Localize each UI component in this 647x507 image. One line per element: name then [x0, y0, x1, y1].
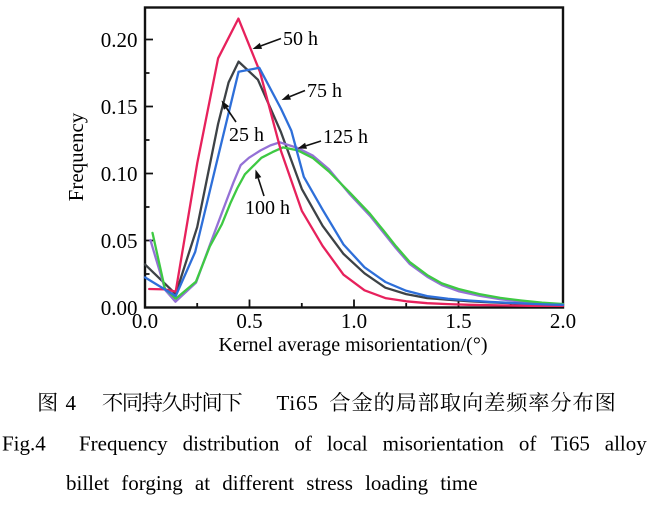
svg-text:75 h: 75 h [307, 80, 342, 102]
svg-text:0.5: 0.5 [236, 309, 262, 333]
svg-text:4: 4 [66, 391, 77, 415]
svg-text:50 h: 50 h [283, 28, 318, 50]
svg-text:billet forging at different st: billet forging at different stress loadi… [66, 471, 478, 495]
svg-text:Fig.4: Fig.4 [2, 432, 46, 456]
svg-text:25 h: 25 h [229, 124, 264, 146]
svg-text:0.15: 0.15 [101, 95, 138, 119]
svg-text:0.20: 0.20 [101, 28, 138, 52]
svg-text:Kernel average misorientation/: Kernel average misorientation/(°) [219, 334, 488, 356]
svg-text:2.0: 2.0 [550, 309, 576, 333]
svg-text:1.5: 1.5 [445, 309, 471, 333]
svg-text:Ti65: Ti65 [277, 391, 319, 415]
svg-text:125 h: 125 h [323, 126, 368, 148]
svg-text:0.05: 0.05 [101, 229, 138, 253]
svg-text:0.0: 0.0 [132, 309, 158, 333]
svg-text:Frequency: Frequency [64, 112, 88, 201]
svg-text:Frequency distribution of loca: Frequency distribution of local misorien… [79, 432, 647, 456]
svg-text:0.00: 0.00 [101, 296, 138, 320]
svg-text:0.10: 0.10 [101, 162, 138, 186]
svg-text:1.0: 1.0 [341, 309, 367, 333]
svg-text:100 h: 100 h [245, 197, 290, 219]
